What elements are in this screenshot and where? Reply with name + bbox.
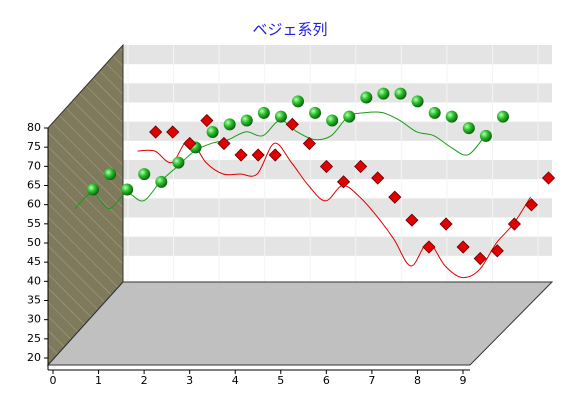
marker bbox=[217, 136, 231, 151]
floor bbox=[46, 281, 554, 366]
marker bbox=[183, 136, 197, 151]
marker bbox=[497, 110, 509, 123]
marker bbox=[336, 175, 351, 189]
series-line bbox=[137, 138, 531, 279]
marker bbox=[462, 122, 475, 135]
marker bbox=[377, 87, 390, 100]
marker bbox=[292, 95, 304, 108]
wall-stripe bbox=[123, 45, 552, 65]
y-tick-label: 40 bbox=[27, 274, 41, 287]
marker bbox=[411, 95, 424, 108]
x-tick-label: 2 bbox=[141, 374, 148, 387]
y-tick-label: 75 bbox=[27, 140, 41, 153]
marker bbox=[326, 114, 339, 127]
marker bbox=[319, 159, 334, 174]
chart-title: ベジェ系列 bbox=[252, 21, 327, 39]
marker bbox=[223, 118, 236, 131]
y-tick-label: 45 bbox=[27, 255, 41, 268]
y-tick-label: 35 bbox=[27, 294, 41, 307]
marker bbox=[456, 240, 470, 254]
marker bbox=[268, 148, 282, 162]
marker bbox=[490, 244, 504, 258]
x-tick-label: 9 bbox=[460, 374, 467, 387]
y-tick-label: 25 bbox=[27, 332, 41, 345]
marker bbox=[388, 190, 402, 204]
marker bbox=[524, 198, 539, 212]
marker bbox=[166, 125, 180, 139]
wall-stripe bbox=[123, 236, 552, 256]
marker bbox=[439, 217, 453, 231]
marker bbox=[172, 156, 185, 169]
marker bbox=[234, 148, 248, 162]
marker bbox=[138, 168, 151, 181]
x-tick-label: 4 bbox=[232, 374, 239, 387]
x-tick-label: 6 bbox=[323, 374, 330, 387]
marker bbox=[104, 168, 117, 181]
x-tick-label: 1 bbox=[95, 374, 102, 387]
marker bbox=[285, 117, 299, 131]
x-tick-label: 8 bbox=[414, 374, 421, 387]
marker bbox=[354, 159, 368, 174]
marker bbox=[155, 175, 168, 188]
marker bbox=[274, 110, 287, 123]
marker bbox=[343, 110, 356, 123]
marker bbox=[394, 87, 407, 100]
x-tick-label: 7 bbox=[368, 374, 375, 387]
marker bbox=[360, 91, 373, 104]
marker bbox=[309, 106, 322, 119]
y-tick-label: 55 bbox=[27, 217, 41, 230]
y-tick-label: 70 bbox=[27, 159, 41, 172]
marker bbox=[473, 251, 487, 266]
marker bbox=[371, 171, 385, 185]
x-tick-label: 0 bbox=[50, 374, 57, 387]
y-tick-label: 80 bbox=[27, 121, 41, 134]
marker bbox=[428, 106, 441, 119]
marker bbox=[422, 240, 436, 254]
marker bbox=[87, 183, 99, 196]
marker bbox=[240, 114, 253, 127]
marker bbox=[479, 129, 492, 142]
marker bbox=[257, 106, 270, 119]
marker bbox=[507, 217, 521, 231]
marker bbox=[541, 171, 556, 185]
marker bbox=[302, 136, 316, 151]
marker bbox=[445, 110, 458, 123]
marker bbox=[206, 126, 219, 138]
y-tick-label: 60 bbox=[27, 198, 41, 211]
y-tick-label: 50 bbox=[27, 236, 41, 249]
marker bbox=[121, 183, 134, 196]
y-tick-label: 30 bbox=[27, 313, 41, 326]
marker bbox=[149, 125, 163, 139]
marker bbox=[251, 148, 265, 162]
x-tick-label: 3 bbox=[186, 374, 193, 387]
marker bbox=[200, 113, 214, 128]
x-tick-label: 5 bbox=[277, 374, 284, 387]
y-tick-label: 20 bbox=[27, 351, 41, 364]
y-tick-label: 65 bbox=[27, 179, 41, 192]
wall-stripe bbox=[123, 160, 552, 180]
marker bbox=[405, 213, 419, 227]
wall-stripe bbox=[123, 198, 552, 218]
wall-stripe bbox=[123, 83, 552, 103]
